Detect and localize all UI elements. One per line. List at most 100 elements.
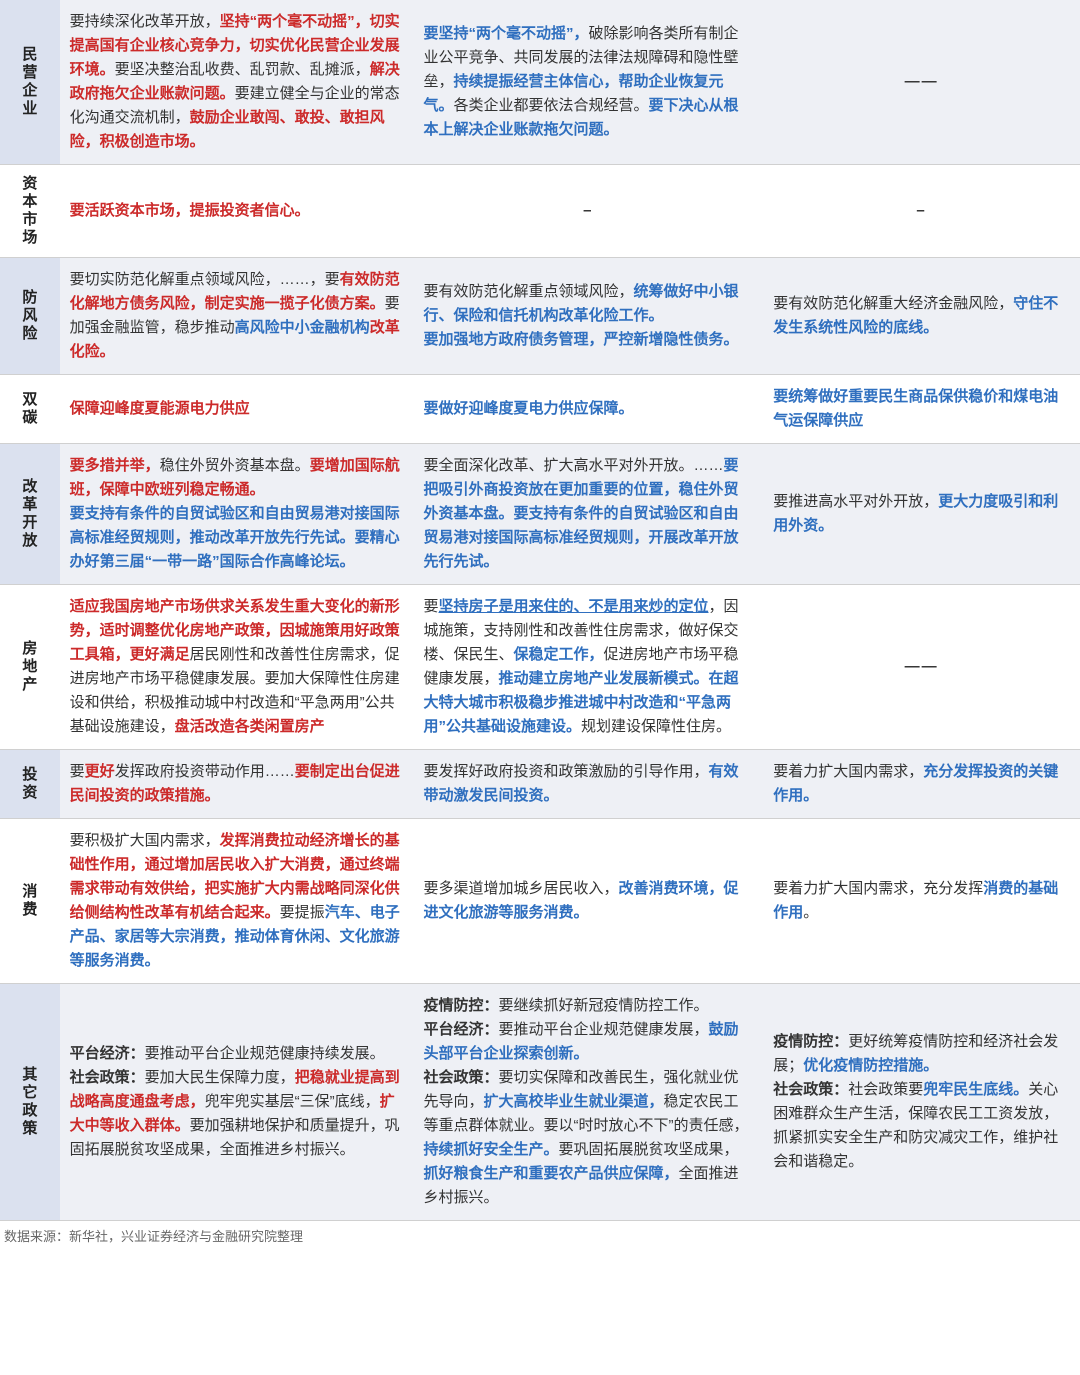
- row-gaigekaifang: 改革开放要多措并举，稳住外贸外资基本盘。要增加国际航班，保障中欧班列稳定畅通。要…: [0, 444, 1080, 585]
- text-segment: 平台经济：: [423, 1021, 498, 1038]
- row-xiaofei: 消费要积极扩大国内需求，发挥消费拉动经济增长的基础性作用，通过增加居民收入扩大消…: [0, 819, 1080, 984]
- row-fangfengxian: 防风险要切实防范化解重点领域风险，……，要有效防范化解地方债务风险，制定实施一揽…: [0, 258, 1080, 375]
- text-segment: 疫情防控：: [773, 1033, 848, 1050]
- text-segment: 要切实防范化解重点领域风险，……，要: [70, 271, 340, 288]
- cell-c1: 要积极扩大国内需求，发挥消费拉动经济增长的基础性作用，通过增加居民收入扩大消费，…: [60, 819, 414, 984]
- text-segment: 坚持房子是用来住的、不是用来炒的定位: [439, 598, 709, 615]
- row-label: 双碳: [0, 375, 60, 444]
- cell-c2: 要有效防范化解重点领域风险，统筹做好中小银行、保险和信托机构改革化险工作。要加强…: [413, 258, 763, 375]
- cell-c1: 保障迎峰度夏能源电力供应: [60, 375, 414, 444]
- row-label: 投资: [0, 750, 60, 819]
- cell-c3: 要推进高水平对外开放，更大力度吸引和利用外资。: [763, 444, 1080, 585]
- text-segment: 要巩固拓展脱贫攻坚成果，: [559, 1141, 739, 1158]
- text-segment: 要多渠道增加城乡居民收入，: [423, 880, 618, 897]
- text-segment: 社会政策：: [70, 1069, 145, 1086]
- text-segment: 要: [70, 763, 85, 780]
- text-segment: 要发挥好政府投资和政策激励的引导作用，: [423, 763, 708, 780]
- policy-table: 民营企业要持续深化改革开放，坚持“两个毫不动摇”，切实提高国有企业核心竞争力，切…: [0, 0, 1080, 1221]
- text-segment: 规划建设保障性住房。: [581, 718, 731, 735]
- text-segment: 盘活改造各类闲置房产: [175, 718, 325, 735]
- text-segment: 要持续深化改革开放，: [70, 13, 220, 30]
- text-segment: 要提振: [280, 904, 325, 921]
- cell-c1: 要更好发挥政府投资带动作用……要制定出台促进民间投资的政策措施。: [60, 750, 414, 819]
- text-segment: 要有效防范化解重大经济金融风险，: [773, 295, 1013, 312]
- text-segment: 高风险中小金融机构: [235, 319, 370, 336]
- cell-c2: 要坚持房子是用来住的、不是用来炒的定位，因城施策，支持刚性和改善性住房需求，做好…: [413, 585, 763, 750]
- text-segment: 要加强地方政府债务管理，: [423, 331, 603, 348]
- text-segment: 要推动平台企业规范健康发展，: [499, 1021, 709, 1038]
- text-segment: ——: [773, 655, 1070, 679]
- cell-c3: 要统筹做好重要民生商品保供稳价和煤电油气运保障供应: [763, 375, 1080, 444]
- text-segment: 要做好迎峰度夏电力供应保障。: [423, 400, 633, 417]
- text-segment: 稳住外贸外资基本盘。: [160, 457, 310, 474]
- row-label: 消费: [0, 819, 60, 984]
- cell-c2: 要发挥好政府投资和政策激励的引导作用，有效带动激发民间投资。: [413, 750, 763, 819]
- text-segment: 持续抓好安全生产。: [423, 1141, 558, 1158]
- cell-c3: –: [763, 165, 1080, 258]
- cell-c1: 平台经济：要推动平台企业规范健康持续发展。社会政策：要加大民生保障力度，把稳就业…: [60, 984, 414, 1221]
- row-label: 民营企业: [0, 0, 60, 165]
- row-ziben: 资本市场要活跃资本市场，提振投资者信心。 ––: [0, 165, 1080, 258]
- text-segment: 要统筹做好重要民生商品保供稳价和煤电油气运保障供应: [773, 388, 1058, 429]
- row-label: 防风险: [0, 258, 60, 375]
- cell-c3: 要有效防范化解重大经济金融风险，守住不发生系统性风险的底线。: [763, 258, 1080, 375]
- cell-c1: 要多措并举，稳住外贸外资基本盘。要增加国际航班，保障中欧班列稳定畅通。要支持有条…: [60, 444, 414, 585]
- cell-c2: 要全面深化改革、扩大高水平对外开放。……要把吸引外商投资放在更加重要的位置，稳住…: [413, 444, 763, 585]
- text-segment: 兜牢兜实基层“三保”底线，: [205, 1093, 380, 1110]
- text-segment: 要推进高水平对外开放，: [773, 493, 938, 510]
- cell-c3: 要着力扩大国内需求，充分发挥消费的基础作用。: [763, 819, 1080, 984]
- cell-c1: 要切实防范化解重点领域风险，……，要有效防范化解地方债务风险，制定实施一揽子化债…: [60, 258, 414, 375]
- text-segment: 扩大高校毕业生就业渠道，: [484, 1093, 664, 1110]
- text-segment: 要: [423, 598, 438, 615]
- row-label: 其它政策: [0, 984, 60, 1221]
- text-segment: 要全面深化改革、扩大高水平对外开放。……: [423, 457, 723, 474]
- text-segment: –: [423, 199, 753, 223]
- text-segment: 疫情防控：: [423, 997, 498, 1014]
- text-segment: 优化疫情防控措施。: [803, 1057, 938, 1074]
- cell-c3: 要着力扩大国内需求，充分发挥投资的关键作用。: [763, 750, 1080, 819]
- row-touzi: 投资要更好发挥政府投资带动作用……要制定出台促进民间投资的政策措施。要发挥好政府…: [0, 750, 1080, 819]
- row-fangdichan: 房地产适应我国房地产市场供求关系发生重大变化的新形势，适时调整优化房地产政策，因…: [0, 585, 1080, 750]
- text-segment: 保障迎峰度夏能源电力供应: [70, 400, 250, 417]
- cell-c2: –: [413, 165, 763, 258]
- cell-c2: 要做好迎峰度夏电力供应保障。: [413, 375, 763, 444]
- text-segment: 要推动平台企业规范健康持续发展。: [145, 1045, 385, 1062]
- row-minqi: 民营企业要持续深化改革开放，坚持“两个毫不动摇”，切实提高国有企业核心竞争力，切…: [0, 0, 1080, 165]
- text-segment: –: [773, 199, 1070, 223]
- text-segment: 要坚决整治乱收费、乱罚款、乱摊派，: [115, 61, 370, 78]
- cell-c2: 要坚持“两个毫不动摇”，破除影响各类所有制企业公平竞争、共同发展的法律法规障碍和…: [413, 0, 763, 165]
- text-segment: 平台经济：: [70, 1045, 145, 1062]
- row-label: 房地产: [0, 585, 60, 750]
- text-segment: 要继续抓好新冠疫情防控工作。: [499, 997, 709, 1014]
- text-segment: 社会政策：: [773, 1081, 848, 1098]
- text-segment: 要着力扩大国内需求，充分发挥: [773, 880, 983, 897]
- text-segment: 要着力扩大国内需求，: [773, 763, 923, 780]
- text-segment: 更好: [85, 763, 115, 780]
- text-segment: 保稳定工作，: [514, 646, 604, 663]
- text-segment: 抓好粮食生产和重要农产品供应保障，: [423, 1165, 678, 1182]
- text-segment: 要加大民生保障力度，: [145, 1069, 295, 1086]
- row-label: 改革开放: [0, 444, 60, 585]
- cell-c3: ——: [763, 0, 1080, 165]
- cell-c1: 适应我国房地产市场供求关系发生重大变化的新形势，适时调整优化房地产政策，因城施策…: [60, 585, 414, 750]
- text-segment: 社会政策要: [848, 1081, 923, 1098]
- cell-c3: 疫情防控：更好统筹疫情防控和经济社会发展；优化疫情防控措施。社会政策：社会政策要…: [763, 984, 1080, 1221]
- text-segment: 要活跃资本市场，提振投资者信心。: [70, 202, 310, 219]
- row-qita: 其它政策平台经济：要推动平台企业规范健康持续发展。社会政策：要加大民生保障力度，…: [0, 984, 1080, 1221]
- cell-c1: 要持续深化改革开放，坚持“两个毫不动摇”，切实提高国有企业核心竞争力，切实优化民…: [60, 0, 414, 165]
- cell-c2: 要多渠道增加城乡居民收入，改善消费环境，促进文化旅游等服务消费。: [413, 819, 763, 984]
- row-shuangtan: 双碳保障迎峰度夏能源电力供应 要做好迎峰度夏电力供应保障。 要统筹做好重要民生商品保…: [0, 375, 1080, 444]
- cell-c3: ——: [763, 585, 1080, 750]
- text-segment: 发挥政府投资带动作用……: [115, 763, 295, 780]
- text-segment: 各类企业都要依法合规经营。: [454, 97, 649, 114]
- text-segment: 要多措并举，: [70, 457, 160, 474]
- text-segment: 要有效防范化解重点领域风险，: [423, 283, 633, 300]
- text-segment: 兜牢民生底线。: [923, 1081, 1028, 1098]
- text-segment: 要积极扩大国内需求，: [70, 832, 220, 849]
- cell-c2: 疫情防控：要继续抓好新冠疫情防控工作。平台经济：要推动平台企业规范健康发展，鼓励…: [413, 984, 763, 1221]
- cell-c1: 要活跃资本市场，提振投资者信心。: [60, 165, 414, 258]
- text-segment: ——: [773, 70, 1070, 94]
- text-segment: 。: [803, 904, 818, 921]
- text-segment: 要支持有条件的自贸试验区和自由贸易港对接国际高标准经贸规则，推动改革开放先行先试…: [70, 505, 400, 570]
- row-label: 资本市场: [0, 165, 60, 258]
